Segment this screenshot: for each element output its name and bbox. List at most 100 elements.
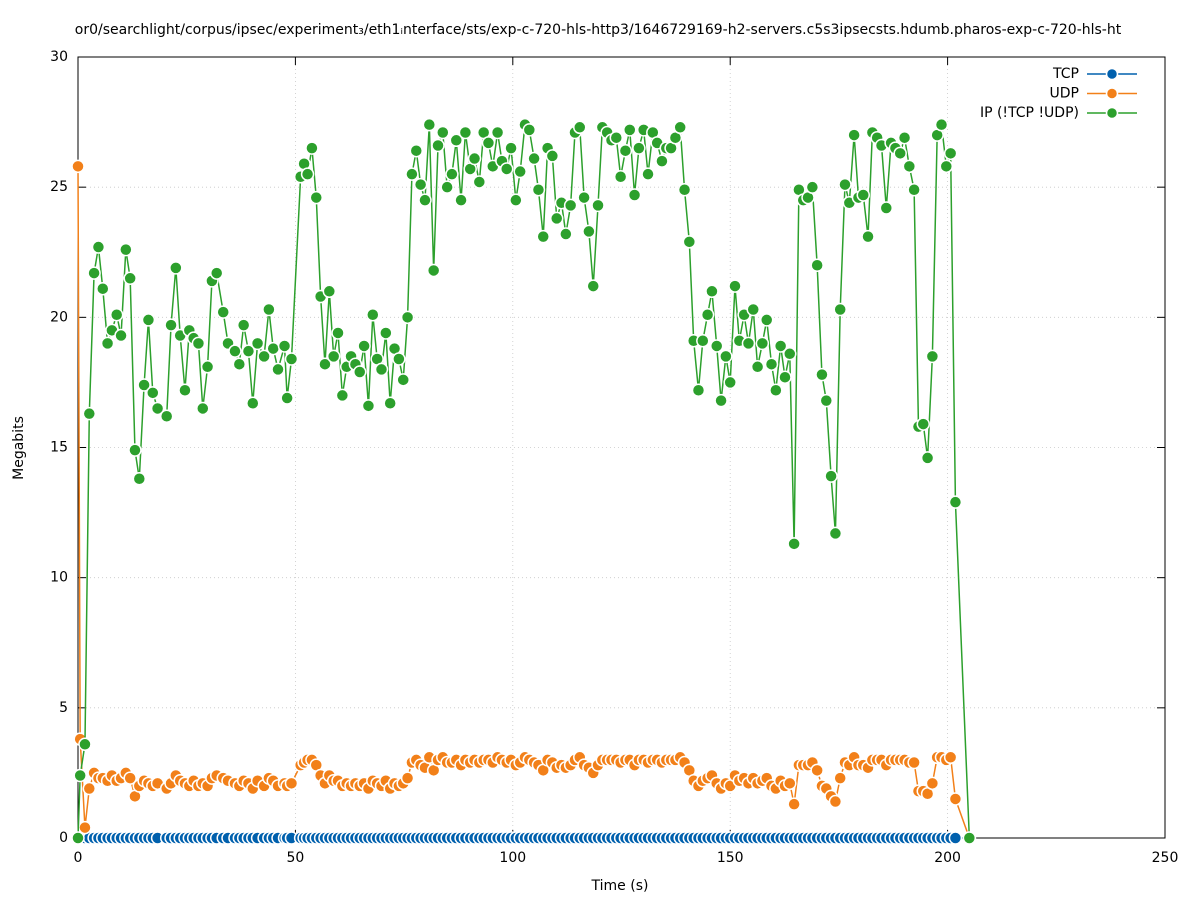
data-point (209, 266, 224, 280)
data-point (828, 526, 843, 541)
data-point (374, 362, 389, 377)
data-point (810, 258, 824, 273)
data-point (787, 797, 801, 811)
data-point (778, 370, 792, 384)
x-tick-label: 250 (1152, 850, 1179, 866)
data-point (573, 120, 587, 135)
x-tick-label: 200 (934, 850, 961, 866)
legend-label: IP (!TCP !UDP) (980, 105, 1079, 121)
data-point (257, 349, 271, 364)
data-point (545, 149, 560, 163)
data-point (847, 128, 861, 142)
data-point (916, 417, 931, 431)
data-point (531, 183, 546, 197)
data-point (458, 125, 473, 140)
data-point (284, 352, 299, 366)
y-tick-label: 20 (50, 309, 68, 325)
data-point (467, 151, 482, 166)
data-point (815, 367, 829, 382)
data-point (691, 383, 706, 397)
data-point (449, 133, 464, 148)
data-point (331, 326, 345, 340)
data-point (277, 339, 292, 353)
data-point (559, 227, 573, 241)
data-point (627, 188, 642, 202)
data-point (879, 201, 894, 215)
data-point (284, 776, 299, 791)
data-point (920, 451, 935, 465)
data-point (893, 146, 907, 161)
data-point (833, 771, 847, 785)
legend-marker (1105, 106, 1119, 120)
data-point (714, 393, 728, 408)
data-point (897, 130, 912, 145)
data-point (236, 318, 251, 332)
data-point (335, 388, 350, 403)
data-point (71, 831, 85, 845)
data-point (318, 357, 332, 371)
data-point (769, 383, 783, 397)
data-point (773, 339, 788, 353)
data-point (326, 349, 341, 364)
y-axis-label: Megabits (11, 416, 27, 480)
data-point (400, 310, 415, 325)
y-tick-label: 25 (50, 179, 68, 195)
data-point (119, 242, 133, 257)
data-point (943, 146, 958, 161)
data-point (271, 362, 285, 377)
data-point (810, 763, 824, 778)
legend-marker (1105, 67, 1119, 81)
data-point (481, 136, 496, 150)
data-point (902, 159, 917, 174)
data-point (536, 229, 550, 244)
data-point (939, 159, 954, 174)
data-point (96, 281, 110, 296)
data-point (783, 776, 797, 791)
data-point (824, 469, 838, 483)
data-point (123, 271, 137, 286)
data-point (82, 781, 97, 796)
data-point (241, 344, 256, 358)
x-tick-label: 0 (74, 850, 83, 866)
series (71, 117, 977, 845)
data-point (787, 537, 801, 551)
data-point (73, 768, 87, 783)
data-point (409, 143, 424, 158)
data-point (426, 263, 441, 278)
data-point (618, 143, 633, 158)
data-point (609, 130, 624, 145)
data-point (71, 159, 85, 174)
data-point (563, 198, 578, 213)
data-point (305, 141, 319, 155)
data-point (87, 266, 101, 280)
data-point (78, 737, 92, 752)
data-point (137, 378, 151, 392)
data-point (705, 284, 719, 299)
data-point (159, 409, 174, 424)
data-point (472, 175, 487, 189)
data-point (150, 401, 165, 416)
data-point (141, 313, 156, 327)
data-point (509, 193, 523, 207)
data-point (91, 240, 106, 254)
data-point (200, 360, 215, 374)
data-point (232, 357, 247, 371)
data-point (746, 302, 760, 317)
y-tick-label: 0 (59, 830, 68, 846)
data-point (741, 336, 756, 351)
x-tick-label: 50 (286, 850, 304, 866)
data-point (764, 357, 779, 371)
data-point (440, 180, 454, 194)
data-point (907, 183, 921, 197)
data-point (405, 167, 419, 181)
data-point (527, 151, 541, 166)
data-point (383, 396, 397, 410)
data-point (833, 302, 847, 317)
data-point (925, 776, 940, 791)
data-point (723, 375, 737, 390)
data-point (431, 138, 445, 153)
data-point (262, 302, 276, 317)
data-point (109, 307, 124, 322)
